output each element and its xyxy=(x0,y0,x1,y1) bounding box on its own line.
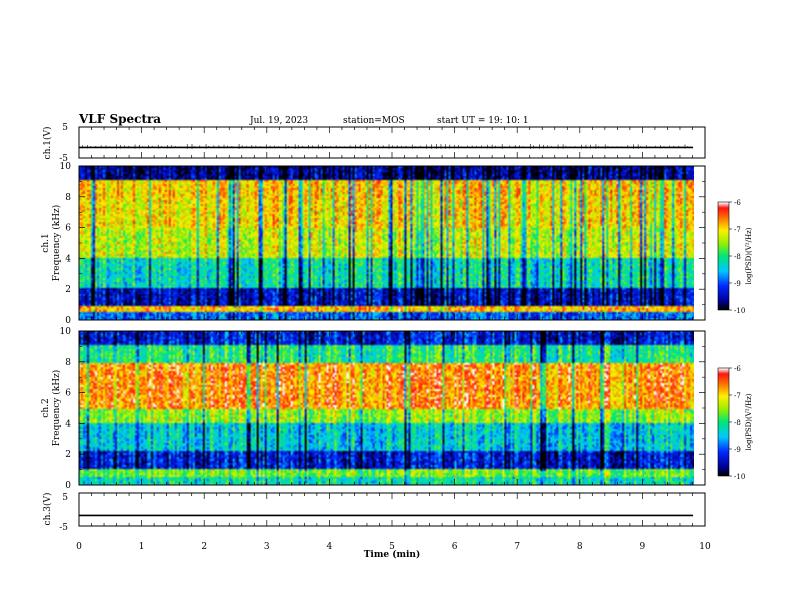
frequency-tick-label: 2 xyxy=(65,285,71,295)
time-tick-label: 3 xyxy=(264,542,270,552)
colorbar-tick-label: -7 xyxy=(734,226,741,234)
ch2-spectrogram-panel: 0 2 4 6 8 10 ch.2Frequency (kHz) xyxy=(41,327,706,491)
time-axis-tick-labels: 0 1 2 3 4 5 6 7 8 9 10 xyxy=(76,542,711,552)
ch1-spectrogram-image xyxy=(79,166,694,320)
time-tick-label: 9 xyxy=(640,542,646,552)
ch1-voltage-spikes xyxy=(82,143,689,149)
ch3-ytick-bottom: -5 xyxy=(59,523,68,533)
colorbar-tick-label: -6 xyxy=(734,199,741,207)
ch1-colorbar-gradient xyxy=(718,202,729,310)
frequency-tick-label: 2 xyxy=(65,450,71,460)
ch1-ytick-top: 5 xyxy=(62,123,68,133)
ch2-colorbar-gradient xyxy=(718,368,729,476)
time-tick-label: 0 xyxy=(76,542,82,552)
ch3-voltage-ylabel: ch.3(V) xyxy=(42,493,53,526)
ch1-ytick-bottom: -5 xyxy=(59,154,68,164)
time-tick-label: 10 xyxy=(699,542,711,552)
ch1-frequency-ylabel: ch.1Frequency (kHz) xyxy=(41,205,62,282)
ch2-colorbar-label: log(PSD)(V²/Hz) xyxy=(745,393,753,450)
colorbar-tick-label: -8 xyxy=(734,253,741,261)
ch2-frequency-ylabel: ch.2Frequency (kHz) xyxy=(41,370,62,447)
colorbar-tick-label: -6 xyxy=(734,365,741,373)
frequency-tick-label: 6 xyxy=(65,224,71,234)
frequency-tick-label: 4 xyxy=(65,254,71,264)
frequency-tick-label: 8 xyxy=(65,358,71,368)
ch2-spectrogram-xticks xyxy=(78,331,706,485)
start-time-label: start UT = 19: 10: 1 xyxy=(437,116,529,126)
colorbar-tick-label: -8 xyxy=(734,419,741,427)
time-tick-label: 2 xyxy=(201,542,207,552)
ch1-spectrogram-xticks xyxy=(78,166,706,320)
colorbar-tick-label: -9 xyxy=(734,280,741,288)
ch1-colorbar: -6 -7 -8 -9 -10 log(PSD)(V²/Hz) xyxy=(717,199,753,315)
time-axis-label: Time (min) xyxy=(364,549,421,560)
ch3-voltage-panel: 5 -5 ch.3(V) xyxy=(42,492,706,533)
ch1-colorbar-ticks: -6 -7 -8 -9 -10 xyxy=(729,199,745,315)
frequency-tick-label: 10 xyxy=(60,162,72,172)
colorbar-tick-label: -9 xyxy=(734,446,741,454)
ch1-voltage-ylabel: ch.1(V) xyxy=(42,127,53,160)
colorbar-tick-label: -10 xyxy=(734,307,745,315)
frequency-tick-label: 8 xyxy=(65,193,71,203)
frequency-tick-label: 0 xyxy=(65,316,71,326)
ch2-colorbar: -6 -7 -8 -9 -10 log(PSD)(V²/Hz) xyxy=(717,365,753,481)
ch1-voltage-ticks xyxy=(78,127,706,158)
date-label: Jul. 19, 2023 xyxy=(249,116,308,126)
frequency-tick-label: 0 xyxy=(65,481,71,491)
time-tick-label: 8 xyxy=(577,542,583,552)
ch1-spectrogram-panel: 0 2 4 6 8 10 ch.1Frequency (kHz) xyxy=(41,162,706,326)
frequency-tick-label: 6 xyxy=(65,389,71,399)
ch2-colorbar-ticks: -6 -7 -8 -9 -10 xyxy=(729,365,745,481)
ch2-spectrogram-image xyxy=(79,331,694,485)
ch1-frequency-ticks: 0 2 4 6 8 10 xyxy=(60,162,705,326)
colorbar-tick-label: -10 xyxy=(734,473,745,481)
colorbar-tick-label: -7 xyxy=(734,392,741,400)
time-tick-label: 1 xyxy=(139,542,145,552)
time-tick-label: 7 xyxy=(514,542,520,552)
time-tick-label: 4 xyxy=(327,542,333,552)
figure-title: VLF Spectra xyxy=(78,112,161,126)
time-tick-label: 5 xyxy=(389,542,395,552)
frequency-tick-label: 10 xyxy=(60,327,72,337)
ch2-frequency-ticks: 0 2 4 6 8 10 xyxy=(60,327,705,491)
time-tick-label: 6 xyxy=(452,542,458,552)
ch1-voltage-panel: 5 -5 ch.1(V) xyxy=(42,123,706,164)
ch1-colorbar-label: log(PSD)(V²/Hz) xyxy=(745,227,753,284)
ch3-ytick-top: 5 xyxy=(62,493,68,503)
station-label: station=MOS xyxy=(343,116,405,126)
frequency-tick-label: 4 xyxy=(65,419,71,429)
ch3-voltage-ticks xyxy=(78,493,706,526)
